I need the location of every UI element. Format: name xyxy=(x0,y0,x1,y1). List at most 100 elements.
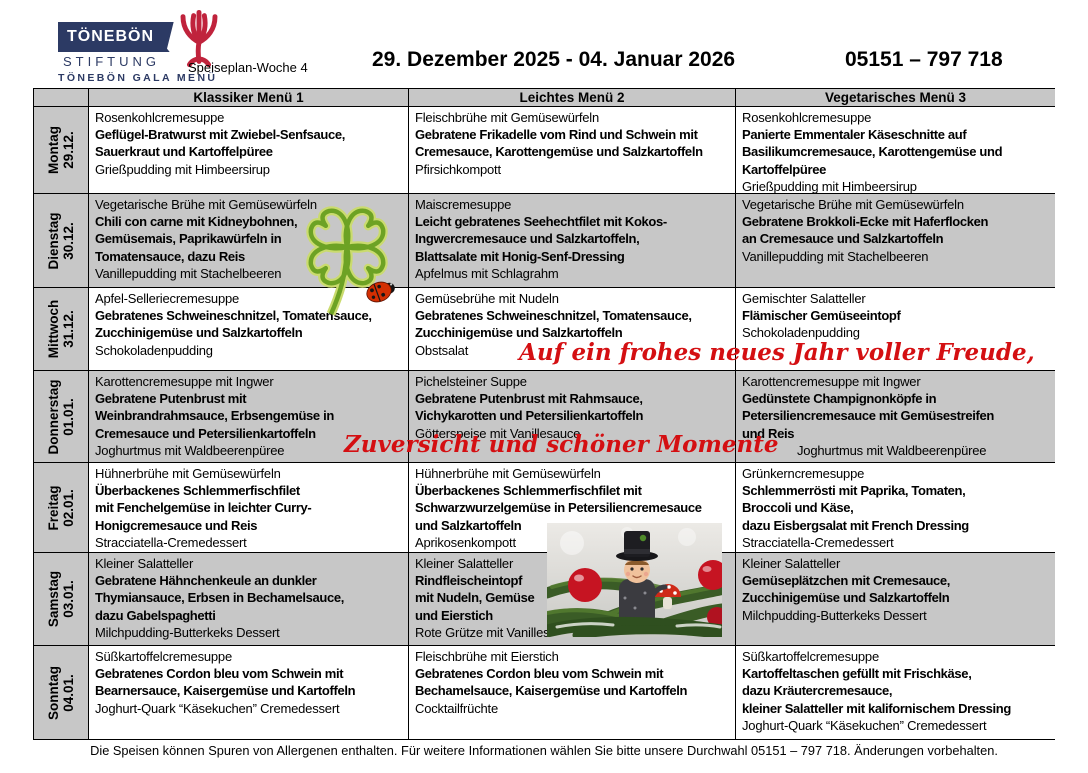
menu-line: Schwarzwurzelgemüse in Petersiliencremes… xyxy=(415,500,702,516)
menu-line: an Cremesauce und Salzkartoffeln xyxy=(742,231,944,247)
holiday-photo xyxy=(547,523,722,637)
menu-line: Basilikumcremesauce, Karottengemüse und xyxy=(742,144,1003,160)
menu-line: Leicht gebratenes Seehechtfilet mit Koko… xyxy=(415,214,667,230)
menu-line: kleiner Salatteller mit kalifornischem D… xyxy=(742,700,1011,716)
menu-line: Cocktailfrüchte xyxy=(415,700,498,716)
menu-line: Joghurt-Quark “Käsekuchen” Cremedessert xyxy=(742,717,987,733)
menu-line: Gebratene Brokkoli-Ecke mit Haferflocken xyxy=(742,214,989,230)
menu-cell: Fleischbrühe mit Eierstich Gebratenes Cor… xyxy=(409,646,736,739)
menu-line: Kleiner Salatteller xyxy=(415,556,514,571)
menu-cell: Hühnerbrühe mit Gemüsewürfeln Überbackene… xyxy=(89,463,409,552)
day-name: Mittwoch xyxy=(46,299,61,359)
menu-line: Kartoffeltaschen gefüllt mit Frischkäse, xyxy=(742,666,972,682)
menu-line: Grießpudding mit Himbeersirup xyxy=(95,161,270,177)
menu-line: Aprikosenkompott xyxy=(415,534,516,550)
menu-line: Vegetarische Brühe mit Gemüsewürfeln xyxy=(742,197,964,212)
table-row: Donnerstag 01.01. Karottencremesuppe mit… xyxy=(34,371,1055,463)
day-date: 29.12. xyxy=(61,131,76,169)
menu-line: Hühnerbrühe mit Gemüsewürfeln xyxy=(95,466,281,481)
menu-line: Zucchinigemüse und Salzkartoffeln xyxy=(415,325,623,341)
menu-line: Gemüsemais, Paprikawürfeln in xyxy=(95,231,282,247)
menu-line: Stracciatella-Cremedessert xyxy=(742,534,894,550)
menu-table: Klassiker Menü 1 Leichtes Menü 2 Vegetar… xyxy=(33,88,1055,740)
menu-cell: Maiscremesuppe Leicht gebratenes Seehecht… xyxy=(409,194,736,287)
menu-line: Kleiner Salatteller xyxy=(95,556,194,571)
menu-line: Gebratene Putenbrust mit Rahmsauce, xyxy=(415,391,643,407)
menu-line: Gebratenes Cordon bleu vom Schwein mit xyxy=(415,666,664,682)
day-name: Donnerstag xyxy=(46,378,61,455)
new-year-greeting-line2: Zuversicht und schöner Momente xyxy=(344,431,779,458)
menu-line: Honigcremesauce und Reis xyxy=(95,517,258,533)
day-label-cell: Freitag 02.01. xyxy=(34,463,89,552)
menu-line: Gebratenes Schweineschnitzel, Tomatensau… xyxy=(415,308,692,324)
menu-line: mit Fenchelgemüse in leichter Curry- xyxy=(95,500,312,516)
menu-line: Apfelmus mit Schlagrahm xyxy=(415,265,559,281)
week-label: Speiseplan-Woche 4 xyxy=(188,60,308,75)
menu-line: Petersiliencremesauce mit Gemüsestreifen xyxy=(742,408,994,424)
menu-line: Gebratenes Cordon bleu vom Schwein mit xyxy=(95,666,344,682)
day-name: Freitag xyxy=(46,484,61,531)
menu-line: Fleischbrühe mit Gemüsewürfeln xyxy=(415,110,600,125)
new-year-greeting-line1: Auf ein frohes neues Jahr voller Freude, xyxy=(519,339,1035,366)
menu-line: Gemischter Salatteller xyxy=(742,291,866,306)
menu-line: Karottencremesuppe mit Ingwer xyxy=(95,374,274,389)
menu-cell: Apfel-Selleriecremesuppe Gebratenes Schwe… xyxy=(89,288,409,370)
menu-line: Broccoli und Käse, xyxy=(742,500,854,516)
menu-cell: Rosenkohlcremesuppe Geflügel-Bratwurst mi… xyxy=(89,107,409,193)
menu-cell: Fleischbrühe mit Gemüsewürfeln Gebratene … xyxy=(409,107,736,193)
menu-line: Gemüseplätzchen mit Cremesauce, xyxy=(742,573,951,589)
chimney-sweep-figure xyxy=(616,531,681,627)
menu-line: Flämischer Gemüseeintopf xyxy=(742,308,901,324)
menu-cell: Grünkerncremesuppe Schlemmerrösti mit Pap… xyxy=(736,463,1055,552)
menu-line: Joghurtmus mit Waldbeerenpüree xyxy=(797,442,987,458)
menu-line: dazu Eisbergsalat mit French Dressing xyxy=(742,517,969,533)
menu-line: Blattsalate mit Honig-Senf-Dressing xyxy=(415,248,625,264)
menu-line: Pichelsteiner Suppe xyxy=(415,374,527,389)
menu-line: Kleiner Salatteller xyxy=(742,556,841,571)
column-header-klassiker: Klassiker Menü 1 xyxy=(89,89,409,106)
allergen-note: Die Speisen können Spuren von Allergenen… xyxy=(90,743,998,758)
menu-line: Thymiansauce, Erbsen in Bechamelsauce, xyxy=(95,590,344,606)
column-header-vegetarisches: Vegetarisches Menü 3 xyxy=(736,89,1055,106)
menu-line: Milchpudding-Butterkeks Dessert xyxy=(95,624,280,640)
menu-line: Bechamelsauce, Kaisergemüse und Kartoffe… xyxy=(415,683,688,699)
menu-line: Grießpudding mit Himbeersirup xyxy=(742,178,917,193)
menu-line: Zucchinigemüse und Salzkartoffeln xyxy=(95,325,303,341)
menu-line: Stracciatella-Cremedessert xyxy=(95,534,247,550)
menu-line: Obstsalat xyxy=(415,342,469,358)
menu-line: Vegetarische Brühe mit Gemüsewürfeln xyxy=(95,197,317,212)
menu-cell: Kleiner Salatteller Gebratene Hähnchenkeu… xyxy=(89,553,409,645)
menu-line: Süßkartoffelcremesuppe xyxy=(95,649,232,664)
toenebon-logo: TÖNEBÖN STIFTUNG TÖNEBÖN GALA MENÜ xyxy=(56,6,246,86)
menu-line: Fleischbrühe mit Eierstich xyxy=(415,649,559,664)
column-header-row: Klassiker Menü 1 Leichtes Menü 2 Vegetar… xyxy=(34,89,1055,107)
day-name: Sonntag xyxy=(46,665,61,720)
menu-line: Maiscremesuppe xyxy=(415,197,512,212)
menu-line: dazu Gabelspaghetti xyxy=(95,607,216,623)
menu-line: dazu Kräutercremesauce, xyxy=(742,683,893,699)
menu-line: Gebratene Putenbrust mit xyxy=(95,391,247,407)
menu-cell: Süßkartoffelcremesuppe Kartoffeltaschen g… xyxy=(736,646,1055,739)
menu-line: Cremesauce und Petersilienkartoffeln xyxy=(95,425,316,441)
menu-line: Cremesauce, Karottengemüse und Salzkarto… xyxy=(415,144,703,160)
menu-line: Schlemmerrösti mit Paprika, Tomaten, xyxy=(742,483,966,499)
table-row: Dienstag 30.12. Vegetarische Brühe mit G… xyxy=(34,194,1055,288)
menu-cell: Vegetarische Brühe mit Gemüsewürfeln Gebr… xyxy=(736,194,1055,287)
menu-line: Gebratene Frikadelle vom Rind und Schwei… xyxy=(415,127,698,143)
menu-line: Joghurtmus mit Waldbeerenpüree xyxy=(95,442,285,458)
day-date: 31.12. xyxy=(61,310,76,348)
menu-cell: Karottencremesuppe mit Ingwer Gedünstete … xyxy=(736,371,1055,462)
menu-line: Vichykarotten und Petersilienkartoffeln xyxy=(415,408,644,424)
menu-cell: Süßkartoffelcremesuppe Gebratenes Cordon … xyxy=(89,646,409,739)
menu-line: Vanillepudding mit Stachelbeeren xyxy=(95,265,282,281)
menu-line: Panierte Emmentaler Käseschnitte auf xyxy=(742,127,967,143)
menu-line: und Salzkartoffeln xyxy=(415,517,522,533)
menu-line: mit Nudeln, Gemüse xyxy=(415,590,535,606)
menu-line: Joghurt-Quark “Käsekuchen” Cremedessert xyxy=(95,700,340,716)
menu-line: Gebratenes Schweineschnitzel, Tomatensau… xyxy=(95,308,372,324)
day-label-cell: Mittwoch 31.12. xyxy=(34,288,89,370)
menu-line: Pfirsichkompott xyxy=(415,161,501,177)
tree-logo-icon xyxy=(167,6,231,70)
day-label-cell: Samstag 03.01. xyxy=(34,553,89,645)
